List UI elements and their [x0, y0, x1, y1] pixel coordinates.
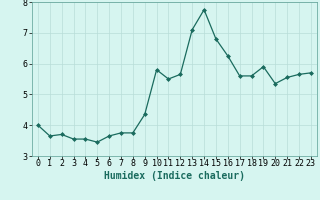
- X-axis label: Humidex (Indice chaleur): Humidex (Indice chaleur): [104, 171, 245, 181]
